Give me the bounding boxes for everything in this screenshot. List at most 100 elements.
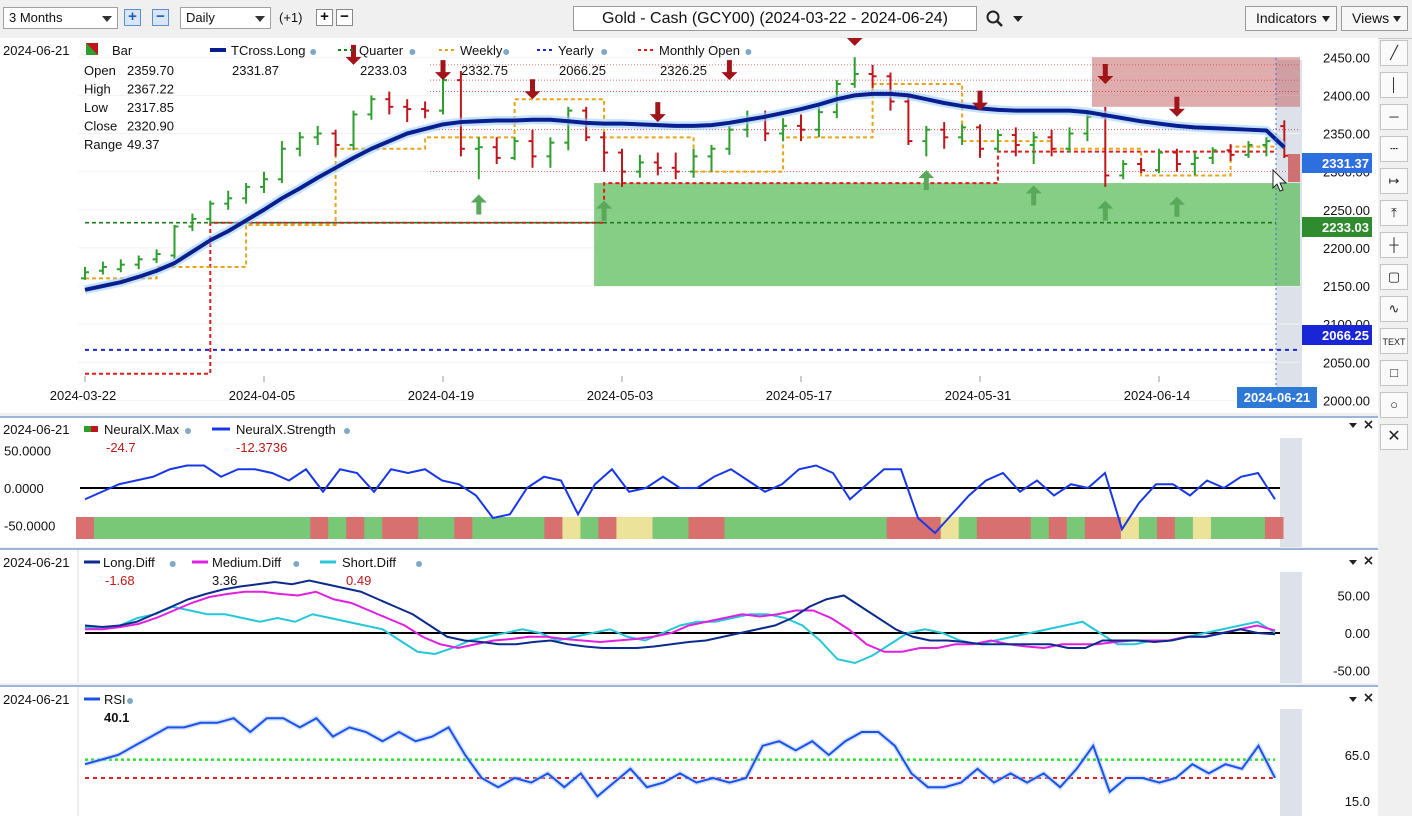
neuralx-max-segment bbox=[760, 517, 780, 539]
buy-arrow-icon bbox=[918, 170, 935, 191]
neuralx-strength-name: NeuralX.Strength bbox=[236, 422, 336, 437]
yearly-price-label: 2066.25 bbox=[1322, 328, 1369, 343]
price-bar bbox=[850, 57, 859, 88]
neuralx-max-segment bbox=[670, 517, 690, 539]
price-bar bbox=[671, 152, 680, 180]
legend-low-label: Low bbox=[84, 100, 108, 115]
diff-header-date: 2024-06-21 bbox=[3, 555, 70, 570]
curve-tool[interactable]: ∿ bbox=[1380, 296, 1408, 322]
neuralx-max-segment bbox=[1264, 517, 1284, 539]
callout-tool[interactable]: ▢ bbox=[1380, 264, 1408, 290]
price-bar bbox=[725, 125, 734, 155]
neuralx-max-segment bbox=[490, 517, 509, 539]
quarter-legend-name: Quarter bbox=[359, 43, 404, 58]
neuralx-max-segment bbox=[634, 517, 653, 539]
interval-select[interactable]: Daily bbox=[180, 7, 271, 29]
price-bar bbox=[260, 171, 268, 193]
neuralx-max-segment bbox=[418, 517, 437, 539]
rectangle-tool[interactable]: □ bbox=[1380, 360, 1408, 386]
tcross-long-line bbox=[84, 91, 1286, 292]
legend-close-label: Close bbox=[84, 119, 117, 134]
neuralx-max-segment bbox=[382, 517, 401, 539]
neuralx-max-segment bbox=[742, 517, 762, 539]
neuralx-max-segment bbox=[1174, 517, 1194, 539]
diagonal-line-tool[interactable]: ╱ bbox=[1380, 40, 1408, 66]
zoom-out-button[interactable]: − bbox=[152, 9, 169, 26]
sell-arrow-icon bbox=[345, 44, 362, 65]
neuralx-max-segment bbox=[130, 517, 149, 539]
neuralx-max-segment bbox=[112, 517, 131, 539]
price-y-tick: 2200.00 bbox=[1323, 241, 1370, 256]
price-bar bbox=[564, 106, 573, 151]
period-select[interactable]: 3 Months bbox=[3, 7, 118, 29]
price-bar bbox=[904, 95, 913, 145]
price-bar bbox=[546, 137, 555, 168]
neuralx-max-segment bbox=[940, 517, 960, 539]
sell-arrow-icon bbox=[524, 79, 541, 100]
fib-icon: ⤒ bbox=[1391, 205, 1397, 220]
symbol-title[interactable]: Gold - Cash (GCY00) (2024-03-22 - 2024-0… bbox=[573, 6, 977, 31]
add-button[interactable]: + bbox=[316, 9, 333, 26]
neuralx-max-segment bbox=[472, 517, 491, 539]
neuralx-max-segment bbox=[904, 517, 924, 539]
neuralx-max-segment bbox=[1084, 517, 1104, 539]
indicators-button[interactable]: Indicators bbox=[1245, 6, 1337, 31]
price-y-tick: 2000.00 bbox=[1323, 393, 1370, 408]
legend-settings-icon bbox=[601, 49, 608, 55]
text-tool[interactable]: TEXT bbox=[1380, 328, 1408, 354]
arrow-cursor-tool[interactable]: ↦ bbox=[1380, 168, 1408, 194]
price-bar bbox=[242, 183, 251, 204]
neuralx-max-segment bbox=[706, 517, 726, 539]
price-bar bbox=[1190, 152, 1199, 176]
legend-settings-icon bbox=[310, 49, 317, 55]
price-bar bbox=[600, 131, 609, 172]
toolbar: 3 Months + − Daily (+1) + − Gold - Cash … bbox=[0, 0, 1412, 39]
neuralx-max-segment bbox=[94, 517, 113, 539]
neuralx-max-segment bbox=[202, 517, 221, 539]
crosshair-tool[interactable]: ┼ bbox=[1380, 232, 1408, 258]
legend-settings-icon bbox=[293, 561, 300, 567]
neuralx-max-segment bbox=[526, 517, 545, 539]
indicators-label: Indicators bbox=[1256, 10, 1317, 26]
chevron-down-icon bbox=[1322, 16, 1330, 22]
price-bar bbox=[1155, 148, 1163, 174]
short-diff-value: 0.49 bbox=[346, 573, 371, 588]
price-bar bbox=[98, 261, 107, 275]
price-bar bbox=[492, 137, 501, 164]
buy-arrow-icon bbox=[1168, 196, 1185, 217]
legend-settings-icon bbox=[503, 49, 510, 55]
legend-open-label: Open bbox=[84, 63, 116, 78]
ray-tool[interactable]: ┄ bbox=[1380, 136, 1408, 162]
panel-menu-icon bbox=[1349, 560, 1357, 565]
price-bar bbox=[993, 129, 1002, 153]
price-bar bbox=[779, 118, 788, 142]
diff-y-tick: 0.00 bbox=[1345, 626, 1370, 641]
price-bar bbox=[1137, 157, 1146, 174]
vertical-line-tool[interactable]: │ bbox=[1380, 72, 1408, 98]
neuralx-max-segment bbox=[328, 517, 347, 539]
neuralx-max-segment bbox=[886, 517, 906, 539]
legend-high-label: High bbox=[84, 82, 111, 97]
curve-icon: ∿ bbox=[1388, 301, 1400, 316]
remove-button[interactable]: − bbox=[336, 9, 353, 26]
diff-y-tick: -50.00 bbox=[1333, 664, 1370, 679]
price-bar bbox=[134, 255, 143, 270]
price-bar bbox=[814, 106, 823, 138]
price-bar bbox=[331, 129, 340, 157]
views-button[interactable]: Views bbox=[1341, 6, 1408, 31]
horizontal-line-tool[interactable]: ─ bbox=[1380, 104, 1408, 130]
ellipse-tool[interactable]: ○ bbox=[1380, 392, 1408, 418]
search-icon[interactable] bbox=[985, 9, 1025, 29]
neuralx-max-segment bbox=[274, 517, 293, 539]
neuralx-max-segment bbox=[976, 517, 996, 539]
chevron-down-icon bbox=[102, 16, 112, 22]
neuralx-strength-line bbox=[84, 464, 1276, 535]
zoom-in-button[interactable]: + bbox=[124, 9, 141, 26]
resistance-zone bbox=[1092, 57, 1300, 107]
fib-tool[interactable]: ⤒ bbox=[1380, 200, 1408, 226]
close-tool[interactable]: ✕ bbox=[1380, 424, 1408, 450]
neuralx-max-segment bbox=[544, 517, 563, 539]
legend-settings-icon bbox=[416, 561, 422, 567]
chart-area[interactable]: 2450.002400.002350.002300.002250.002200.… bbox=[0, 38, 1378, 816]
sell-arrow-icon bbox=[649, 102, 666, 123]
